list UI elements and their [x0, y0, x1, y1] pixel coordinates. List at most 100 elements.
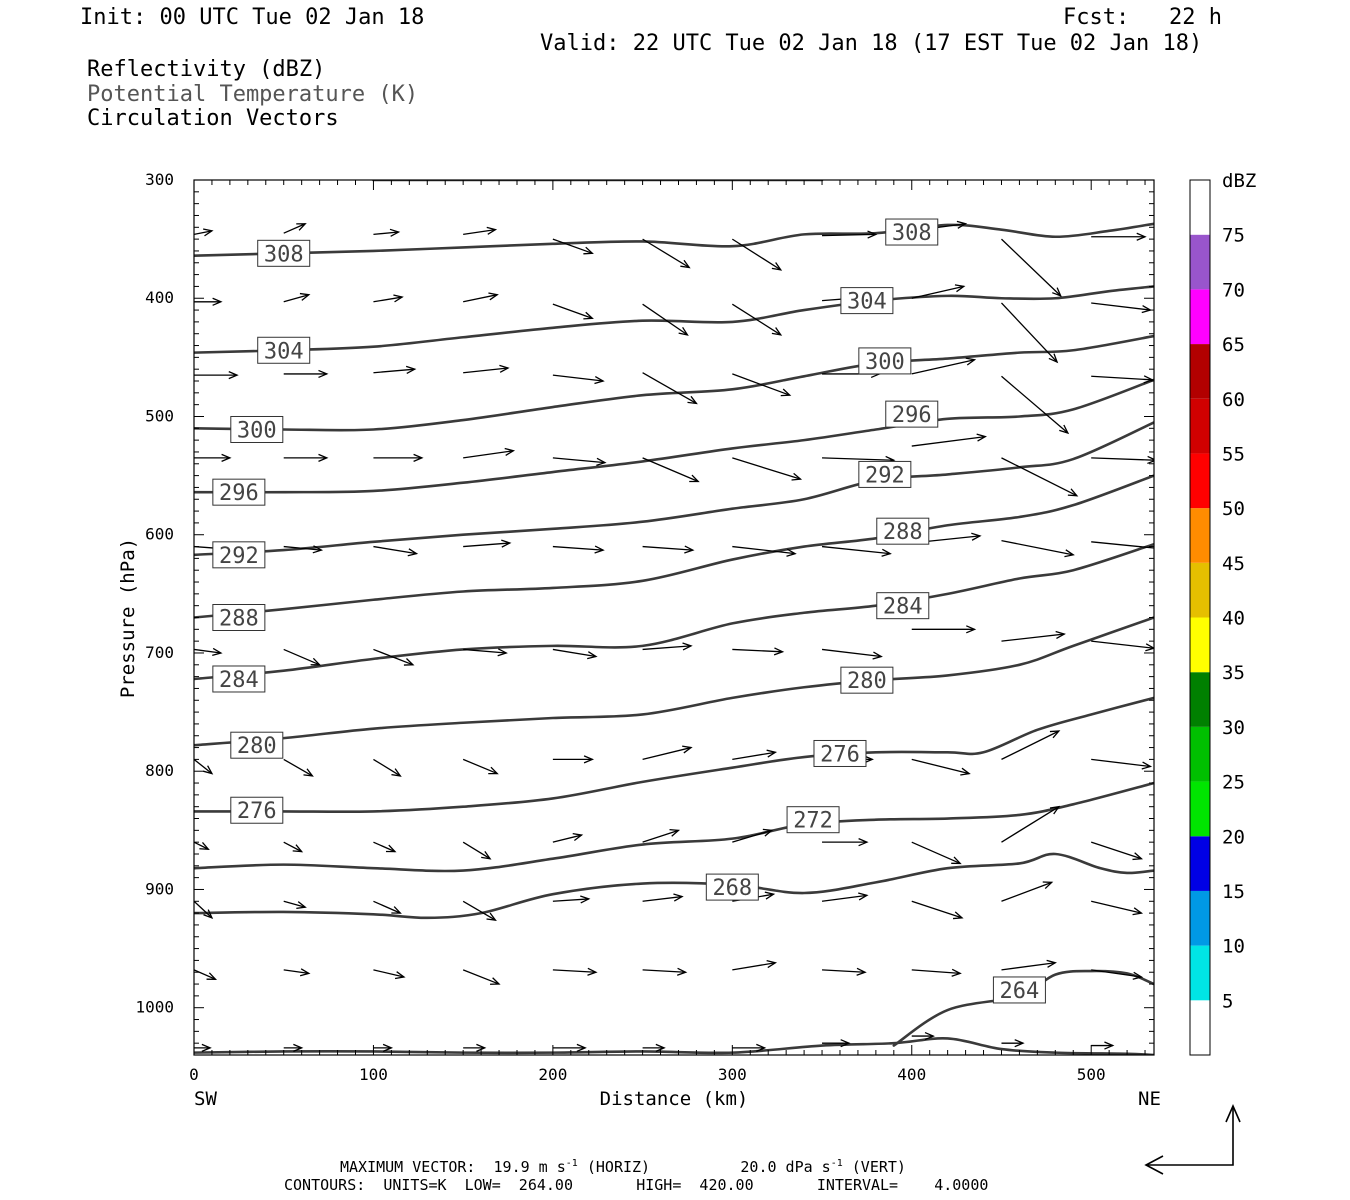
circulation-vector	[194, 969, 218, 980]
circulation-vector	[462, 969, 501, 985]
colorbar-segment	[1190, 289, 1210, 345]
x-tick-label: 300	[718, 1065, 747, 1084]
circulation-vector	[1001, 238, 1062, 298]
circulation-vector	[552, 457, 607, 466]
colorbar-tick-label: 60	[1222, 389, 1245, 411]
circulation-vector	[911, 284, 966, 299]
circulation-vector	[911, 758, 971, 776]
contour-label-box	[786, 806, 840, 834]
max-vector-line: MAXIMUM VECTOR: 19.9 m s-1 (HORIZ) 20.0 …	[340, 1158, 906, 1176]
contour-label: 304	[264, 339, 304, 364]
isentrope-276	[194, 696, 1154, 814]
circulation-vector	[1001, 302, 1059, 364]
circulation-vector	[194, 758, 214, 775]
circulation-vector	[642, 303, 689, 336]
contour-label: 296	[892, 403, 932, 428]
circulation-vector	[552, 755, 595, 764]
circulation-vector	[732, 749, 778, 761]
colorbar-segment	[1190, 726, 1210, 782]
y-tick-label: 800	[145, 761, 174, 780]
circulation-vector	[283, 968, 311, 977]
contour-label-box	[840, 666, 894, 694]
circulation-vector	[283, 900, 307, 910]
circulation-vector	[732, 647, 785, 656]
contour-label: 276	[237, 799, 277, 824]
y-tick-label: 600	[145, 525, 174, 544]
colorbar-tick-label: 40	[1222, 608, 1245, 630]
x-tick-label: 100	[359, 1065, 388, 1084]
circulation-vector	[1091, 232, 1147, 241]
isentrope-304	[194, 285, 1154, 354]
circulation-vector	[1001, 730, 1061, 760]
circulation-vector	[194, 297, 223, 306]
circulation-vector	[373, 841, 397, 853]
circulation-vector	[642, 967, 688, 976]
circulation-vector	[552, 833, 584, 843]
reference-vector-icon	[1144, 1104, 1241, 1175]
colorbar-segment	[1190, 836, 1210, 891]
colorbar-frame	[1189, 179, 1211, 1056]
circulation-vector	[194, 228, 214, 237]
colorbar-segment	[1190, 890, 1210, 946]
contour-label-box	[212, 478, 266, 506]
circulation-vector	[1001, 630, 1066, 642]
circulation-vector	[1091, 758, 1153, 770]
y-tick-label: 1000	[135, 998, 174, 1017]
contour-label: 296	[219, 481, 259, 506]
colorbar-segment	[1190, 180, 1210, 235]
isentrope-280	[194, 616, 1154, 747]
circulation-vector	[642, 457, 700, 483]
circulation-vector	[463, 447, 516, 459]
colorbar-segment	[1190, 508, 1210, 563]
x-tick-label: 500	[1077, 1065, 1106, 1084]
circulation-vector	[462, 841, 492, 860]
x-tick-label: 0	[189, 1065, 199, 1084]
contour-label-box	[876, 592, 930, 620]
circulation-vector	[1001, 375, 1070, 435]
circulation-vector	[552, 238, 594, 255]
circulation-vector	[552, 1043, 587, 1053]
colorbar-tick-label: 10	[1222, 936, 1245, 958]
contour-label-box	[257, 336, 311, 364]
circulation-vector	[1091, 302, 1153, 314]
x-tick-label: 400	[897, 1065, 926, 1084]
colorbar-segment	[1190, 344, 1210, 399]
circulation-vector	[1091, 455, 1154, 465]
circulation-vector	[732, 1043, 767, 1053]
isentrope-292	[194, 421, 1154, 557]
contour-label-box	[885, 218, 939, 246]
circulation-vector	[283, 223, 307, 234]
circulation-vector	[283, 453, 329, 462]
circulation-vector	[821, 545, 892, 557]
colorbar-tick-label: 55	[1222, 443, 1245, 465]
y-tick-label: 300	[145, 170, 174, 189]
circulation-vector	[1090, 841, 1144, 861]
circulation-vector	[194, 647, 223, 656]
circulation-vector	[642, 238, 691, 269]
circulation-vector	[373, 453, 424, 462]
colorbar-segment	[1190, 398, 1210, 454]
circulation-vector	[1001, 805, 1061, 843]
circulation-vector	[552, 648, 598, 660]
y-tick-label: 500	[145, 406, 174, 425]
colorbar-tick-label: 65	[1222, 334, 1245, 356]
contour-label-box	[212, 604, 266, 631]
colorbar-tick-label: 30	[1222, 717, 1245, 739]
circulation-vector	[1091, 541, 1154, 549]
circulation-vector	[911, 968, 962, 977]
circulation-vector	[373, 648, 415, 666]
circulation-vector	[463, 292, 499, 303]
circulation-vector	[821, 892, 869, 902]
circulation-vector	[194, 841, 210, 850]
isentrope-272	[194, 781, 1154, 873]
circulation-vector	[642, 893, 684, 902]
contour-label: 292	[865, 463, 905, 488]
circulation-vector	[642, 545, 695, 554]
circulation-vector	[1091, 969, 1144, 980]
contour-label-box	[992, 976, 1046, 1004]
colorbar-segment	[1190, 672, 1210, 727]
contour-label-box	[705, 873, 759, 901]
forecast-hour: Fcst: 22 h	[1063, 5, 1222, 30]
y-axis-label: Pressure (hPa)	[117, 538, 139, 698]
isentrope-284	[194, 542, 1154, 681]
